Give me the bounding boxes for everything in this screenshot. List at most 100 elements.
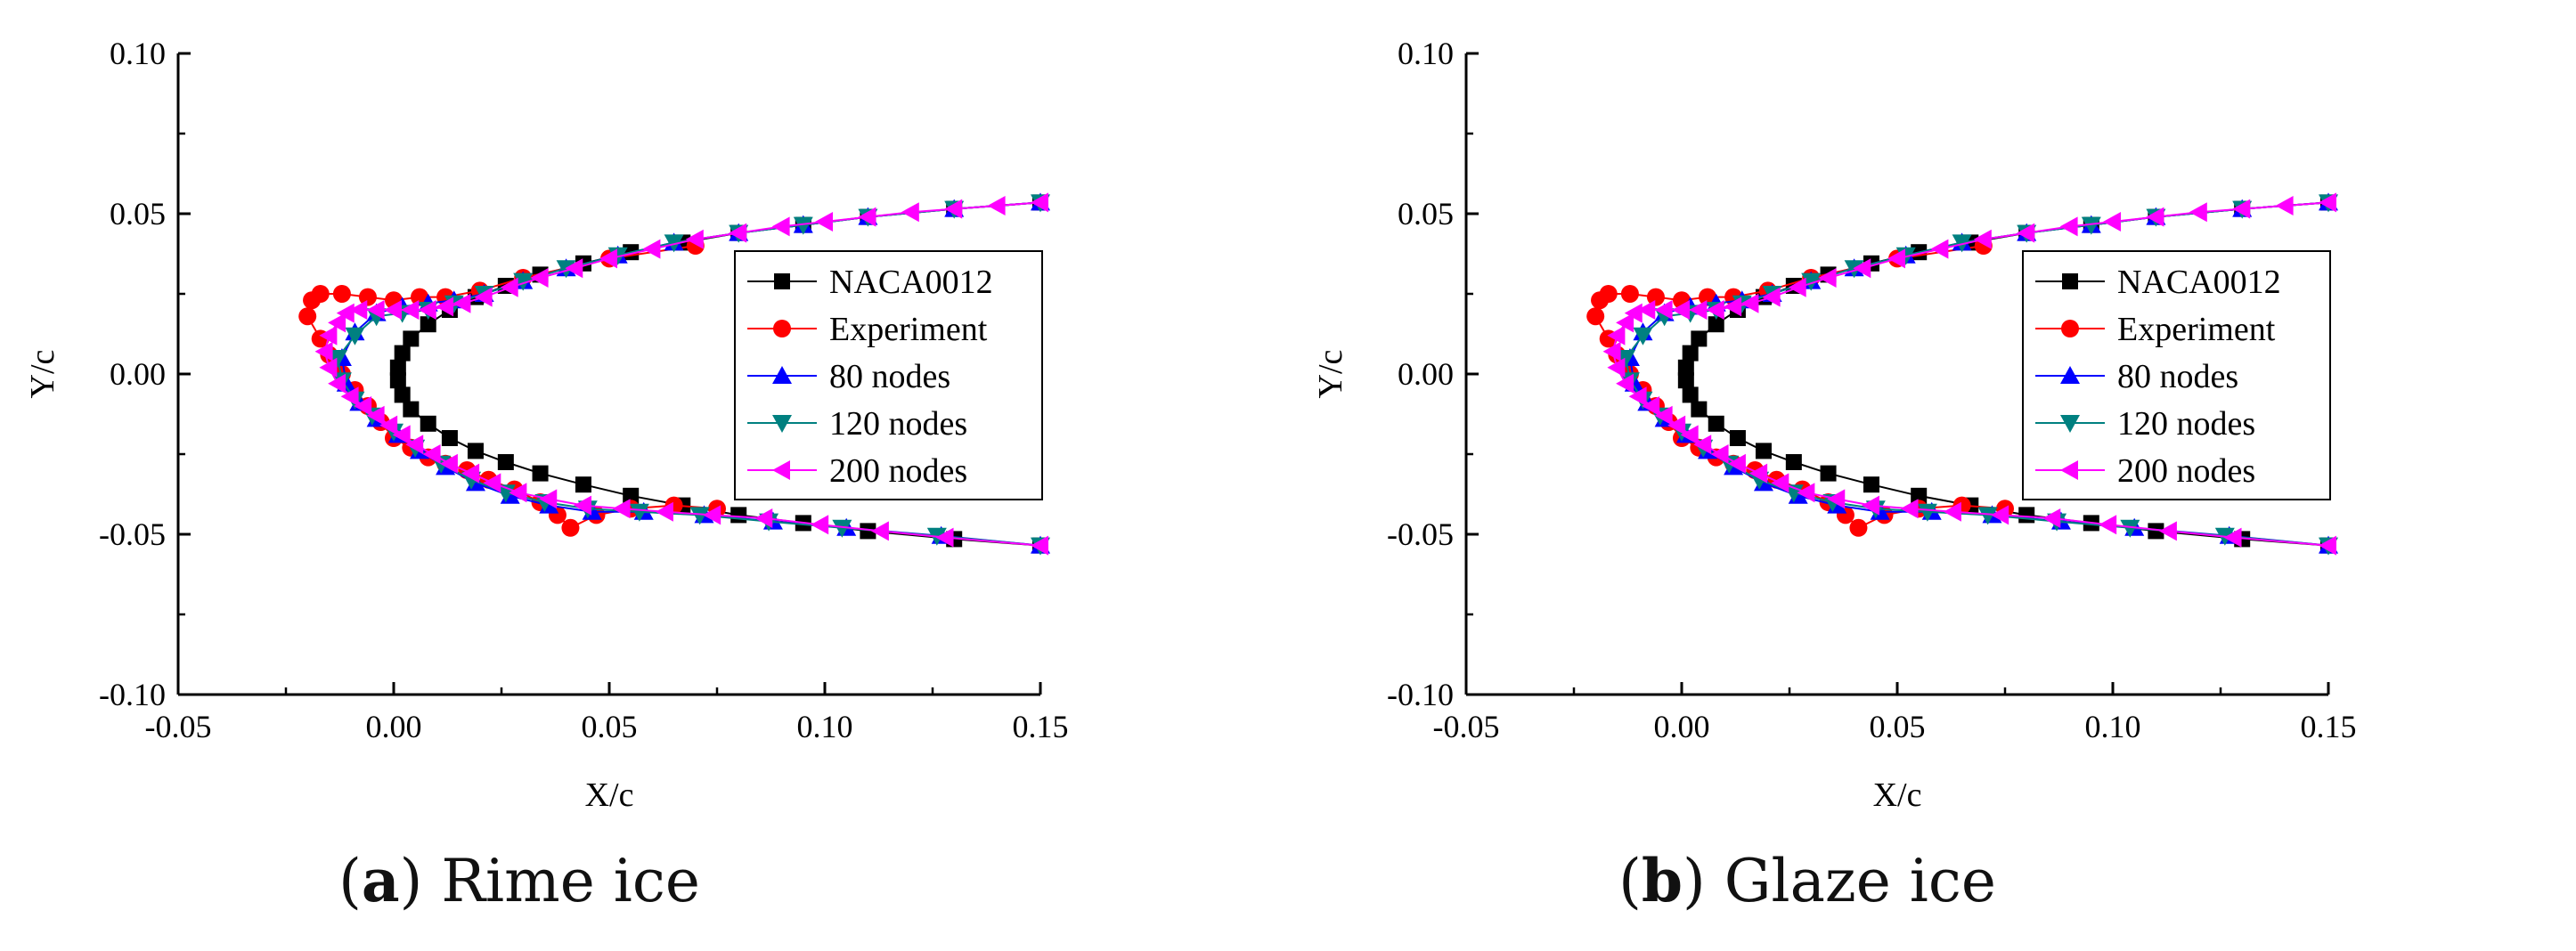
legend-label: 120 nodes — [2117, 405, 2255, 443]
data-point — [420, 316, 436, 333]
data-point — [467, 443, 484, 459]
caption-text-b: Glaze ice — [1724, 847, 1996, 915]
data-point — [1727, 453, 1746, 474]
legend: NACA0012 Experiment 80 nodes 120 nodes 200 n… — [734, 250, 1043, 500]
data-point — [811, 515, 829, 535]
data-point — [1706, 300, 1724, 320]
data-point — [513, 272, 534, 291]
legend-marker — [2062, 273, 2078, 289]
data-point — [298, 307, 317, 326]
data-point — [2189, 202, 2207, 223]
legend-label: 80 nodes — [829, 358, 950, 395]
data-point — [500, 277, 518, 297]
y-tick-label: 0.10 — [110, 36, 166, 71]
data-point — [689, 507, 710, 525]
chart-a: -0.05 0.00 0.05 0.10 0.150.100.050.00-0.05-0… — [24, 36, 1069, 814]
data-point — [1642, 396, 1660, 416]
data-point — [349, 300, 368, 320]
caption-letter-b: b — [1641, 846, 1683, 915]
data-point — [1616, 350, 1636, 368]
data-point — [1682, 345, 1699, 362]
data-point — [1911, 487, 1928, 504]
y-tick-label: 0.10 — [1398, 36, 1454, 71]
data-point — [366, 405, 385, 426]
series-line — [337, 201, 1041, 547]
data-point — [1633, 327, 1653, 345]
data-point — [1771, 473, 1789, 493]
data-point — [497, 454, 514, 470]
data-point — [1724, 297, 1742, 317]
series-200-nodes — [1602, 192, 2336, 556]
data-point — [1930, 239, 1949, 259]
data-point — [793, 216, 813, 235]
panel-b: -0.05 0.00 0.05 0.10 0.15 0.10 0.05 0.00 -0.05 -0… — [1288, 0, 2576, 951]
data-point — [1637, 300, 1656, 320]
data-point — [328, 350, 348, 368]
data-point — [1801, 272, 1822, 291]
data-point — [2081, 216, 2101, 235]
series-200-nodes — [314, 192, 1048, 556]
legend-item: 80 nodes — [2035, 358, 2238, 395]
legend-marker — [774, 273, 790, 289]
legend-item: 120 nodes — [2035, 405, 2255, 443]
data-point — [539, 489, 558, 509]
data-point — [1762, 287, 1781, 307]
data-point — [1616, 313, 1634, 333]
data-point — [1586, 307, 1605, 326]
data-point — [1710, 444, 1729, 464]
data-point — [452, 293, 471, 313]
data-point — [815, 212, 833, 232]
legend-marker — [2060, 460, 2078, 480]
data-point — [2319, 192, 2336, 213]
x-axis-title: X/c — [585, 776, 634, 814]
data-point — [1646, 288, 1665, 306]
legend-label: NACA0012 — [829, 264, 993, 301]
data-point — [319, 357, 338, 378]
data-point — [1788, 277, 1806, 297]
data-point — [623, 487, 640, 504]
data-point — [1943, 501, 1961, 522]
data-point — [1677, 359, 1694, 376]
legend-item: 120 nodes — [747, 405, 967, 443]
data-point — [1917, 503, 1937, 522]
legend-item: NACA0012 — [747, 264, 993, 301]
x-tick-label: 0.00 — [1654, 709, 1710, 744]
legend-marker — [772, 366, 792, 384]
x-tick-label: 0.15 — [2301, 709, 2357, 744]
data-point — [422, 444, 441, 464]
data-point — [2275, 196, 2294, 215]
data-point — [754, 508, 773, 528]
data-point — [565, 258, 583, 279]
y-tick-label: -0.10 — [99, 677, 166, 712]
data-point — [1682, 386, 1699, 403]
x-axis-title: X/c — [1873, 776, 1922, 814]
legend-label: 200 nodes — [2117, 452, 2255, 490]
data-point — [832, 519, 852, 538]
data-point — [328, 313, 346, 333]
data-point — [858, 207, 876, 227]
data-point — [1849, 518, 1868, 537]
data-point — [1863, 476, 1879, 493]
data-point — [1818, 268, 1837, 288]
data-point — [392, 425, 411, 445]
data-point — [1654, 300, 1673, 320]
legend-label: 120 nodes — [829, 405, 967, 443]
data-point — [340, 386, 359, 407]
data-point — [1708, 415, 1724, 432]
data-point — [655, 501, 673, 522]
data-point — [530, 268, 549, 288]
data-point — [1797, 483, 1815, 503]
data-point — [358, 288, 377, 306]
data-point — [1887, 248, 1905, 269]
data-point — [901, 202, 919, 223]
data-point — [1861, 495, 1879, 516]
x-tick-label: -0.05 — [145, 709, 212, 744]
data-point — [1628, 386, 1647, 407]
data-point — [1729, 430, 1746, 446]
data-point — [730, 507, 747, 524]
data-point — [1973, 229, 1992, 249]
data-point — [405, 435, 424, 455]
data-point — [1853, 258, 1871, 279]
data-point — [314, 341, 333, 362]
legend-label: Experiment — [2117, 311, 2276, 348]
